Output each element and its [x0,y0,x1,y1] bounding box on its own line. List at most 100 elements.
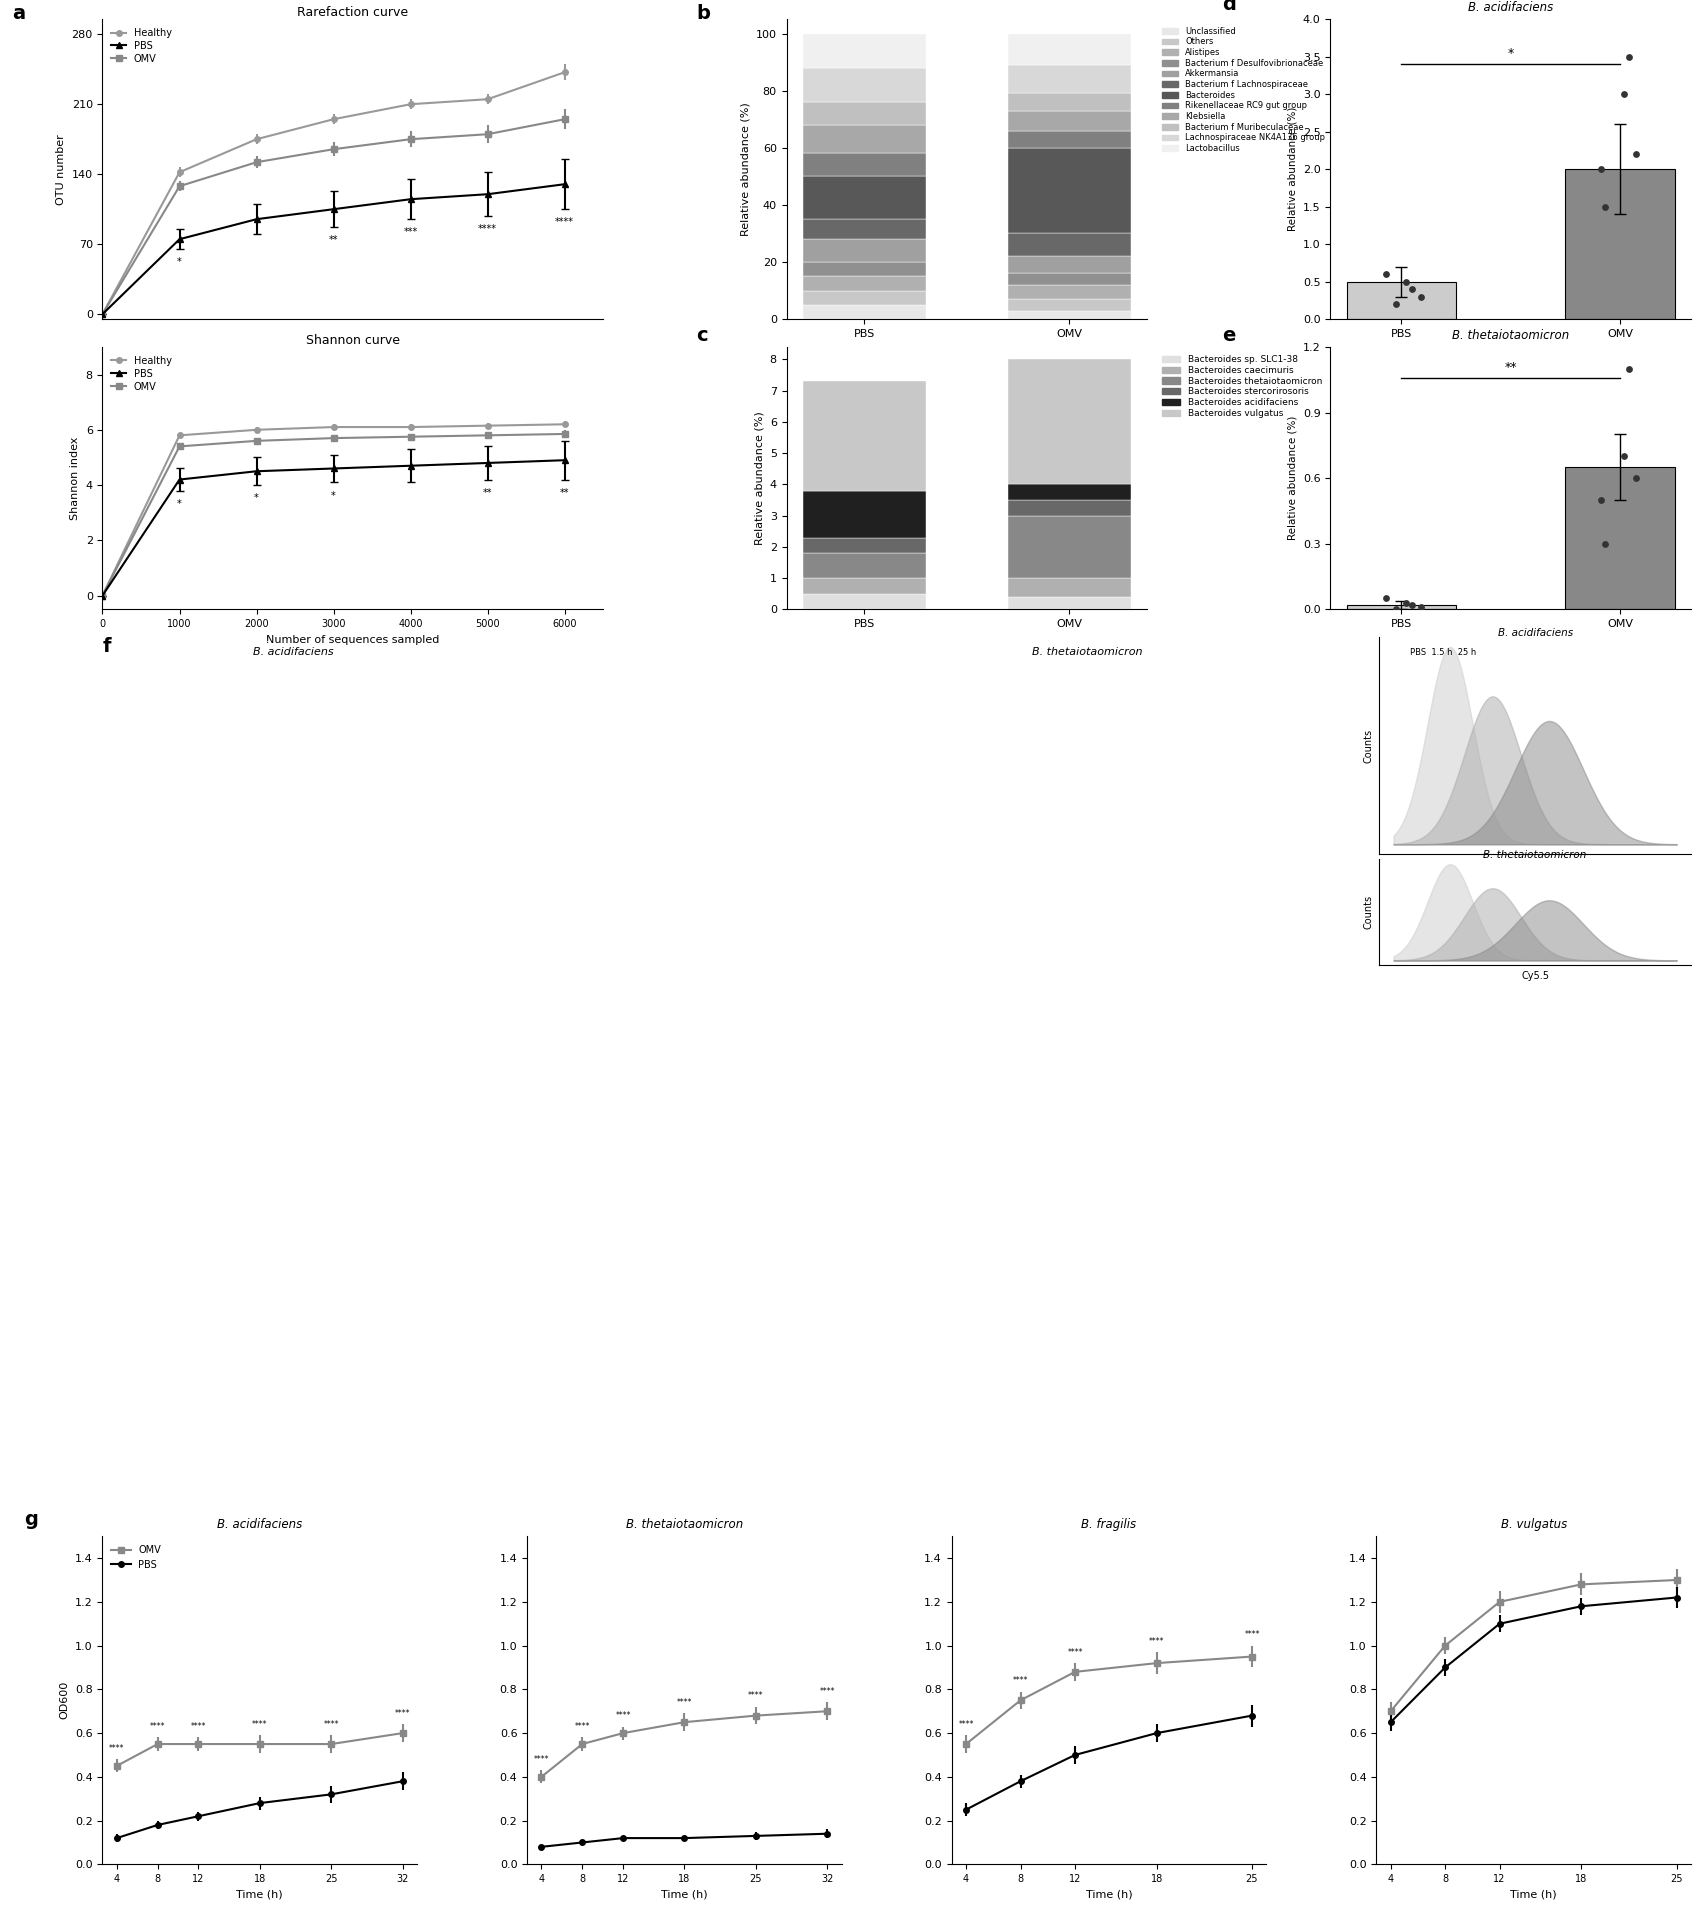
Title: Rarefaction curve: Rarefaction curve [297,6,408,19]
Text: Bright field: Bright field [1227,953,1265,959]
Text: Bright field: Bright field [908,953,946,959]
Bar [802,490,925,538]
Y-axis label: Counts: Counts [1362,896,1372,930]
Y-axis label: Relative abundance (%): Relative abundance (%) [1287,415,1297,540]
Bar [1007,131,1130,148]
Bar [802,238,925,261]
Text: Merge: Merge [748,844,770,850]
Text: Merge: Merge [1067,844,1089,850]
Point [1622,138,1649,169]
Bar [1007,65,1130,94]
Bar [802,579,925,594]
Text: d: d [1222,0,1236,13]
Bar [1007,598,1130,609]
Text: Hoechst: Hoechst [1067,953,1096,959]
Text: *: * [254,494,259,504]
X-axis label: Number of sequences sampled: Number of sequences sampled [266,634,439,644]
Text: Merge: Merge [109,844,131,850]
X-axis label: Time (h): Time (h) [1086,1889,1132,1899]
Text: 25 h: 25 h [567,640,589,650]
Text: 1.5 h: 1.5 h [884,640,908,650]
Bar [1345,283,1454,319]
Point [1407,592,1434,623]
Bar [802,154,925,177]
Point [1372,259,1400,290]
Title: B. vulgatus: B. vulgatus [1500,1518,1565,1532]
Bar [1007,111,1130,131]
Bar [802,102,925,125]
Title: B. thetaiotaomicron: B. thetaiotaomicron [1451,329,1569,342]
Text: **: ** [1504,361,1516,375]
Bar [802,67,925,102]
Text: 25 h: 25 h [1203,640,1226,650]
Point [1381,594,1408,625]
Point [1615,42,1642,73]
Text: Cy5.5: Cy5.5 [1227,844,1246,850]
Bar [1007,359,1130,484]
Text: ****: **** [150,1722,166,1732]
Bar [1007,311,1130,319]
Text: *: * [178,258,181,267]
Bar [802,33,925,67]
Title: B. acidifaciens: B. acidifaciens [1497,628,1572,638]
Point [1610,79,1637,110]
Y-axis label: Relative abundance (%): Relative abundance (%) [754,411,763,546]
Bar [1007,233,1130,256]
Text: **: ** [483,488,492,498]
Legend: Healthy, PBS, OMV: Healthy, PBS, OMV [108,25,176,67]
Bar [1007,300,1130,311]
Point [1591,192,1618,223]
Text: Bright field: Bright field [270,953,309,959]
Text: PBS  1.5 h  25 h: PBS 1.5 h 25 h [1410,648,1477,657]
Title: 1.5 h: 1.5 h [884,627,908,636]
Title: 25 h: 25 h [1203,627,1226,636]
Text: Bright field: Bright field [589,953,626,959]
Bar [802,277,925,290]
Text: *: * [331,490,336,500]
Point [1591,529,1618,559]
Title: B. thetaiotaomicron: B. thetaiotaomicron [625,1518,743,1532]
Title: B. acidifaciens: B. acidifaciens [217,1518,302,1532]
Point [1586,154,1613,185]
Text: Cy5.5: Cy5.5 [589,844,608,850]
Point [1586,484,1613,515]
Text: ****: **** [1012,1676,1028,1686]
Text: g: g [24,1511,38,1530]
Point [1396,590,1424,621]
Point [1610,440,1637,471]
Bar [865,669,903,684]
Text: *: * [178,500,181,509]
Text: b: b [696,4,710,23]
Bar [802,381,925,490]
Bar [1007,500,1130,515]
Text: **: ** [329,234,338,246]
Point [1622,463,1649,494]
Title: B. acidifaciens: B. acidifaciens [1466,0,1552,13]
Text: ****: **** [533,1755,550,1764]
Title: B. thetaiotaomicron: B. thetaiotaomicron [1483,850,1586,859]
Text: Merge: Merge [428,844,451,850]
Text: Cy5.5: Cy5.5 [270,844,290,850]
Text: f: f [102,636,111,655]
Text: *: * [1507,48,1512,60]
Text: ****: **** [615,1711,630,1720]
Point [1391,588,1419,619]
Text: B. thetaiotaomicron: B. thetaiotaomicron [1031,648,1142,657]
Bar [802,554,925,579]
Text: e: e [1222,327,1234,344]
Text: Cy5.5: Cy5.5 [908,844,927,850]
Bar [1007,273,1130,284]
Text: Hoechst: Hoechst [748,953,777,959]
X-axis label: Time (h): Time (h) [236,1889,283,1899]
Legend: Bacteroides sp. SLC1-38, Bacteroides caecimuris, Bacteroides thetaiotaomicron, B: Bacteroides sp. SLC1-38, Bacteroides cae… [1157,352,1325,421]
Text: ****: **** [1149,1638,1164,1645]
X-axis label: Time (h): Time (h) [1509,1889,1557,1899]
Bar [1564,467,1673,609]
Bar [1007,148,1130,233]
Text: ****: **** [478,225,497,234]
Point [1396,273,1424,304]
Bar [1564,169,1673,319]
Point [1372,582,1400,613]
Point [1407,281,1434,311]
X-axis label: Cy5.5: Cy5.5 [1521,859,1548,869]
